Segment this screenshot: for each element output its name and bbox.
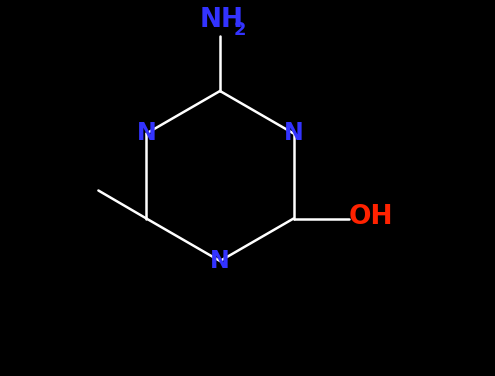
Text: OH: OH [348,205,393,230]
Text: NH: NH [200,7,244,33]
Text: 2: 2 [234,21,246,39]
Text: N: N [284,121,303,146]
Text: N: N [210,249,230,273]
Text: N: N [137,121,156,146]
